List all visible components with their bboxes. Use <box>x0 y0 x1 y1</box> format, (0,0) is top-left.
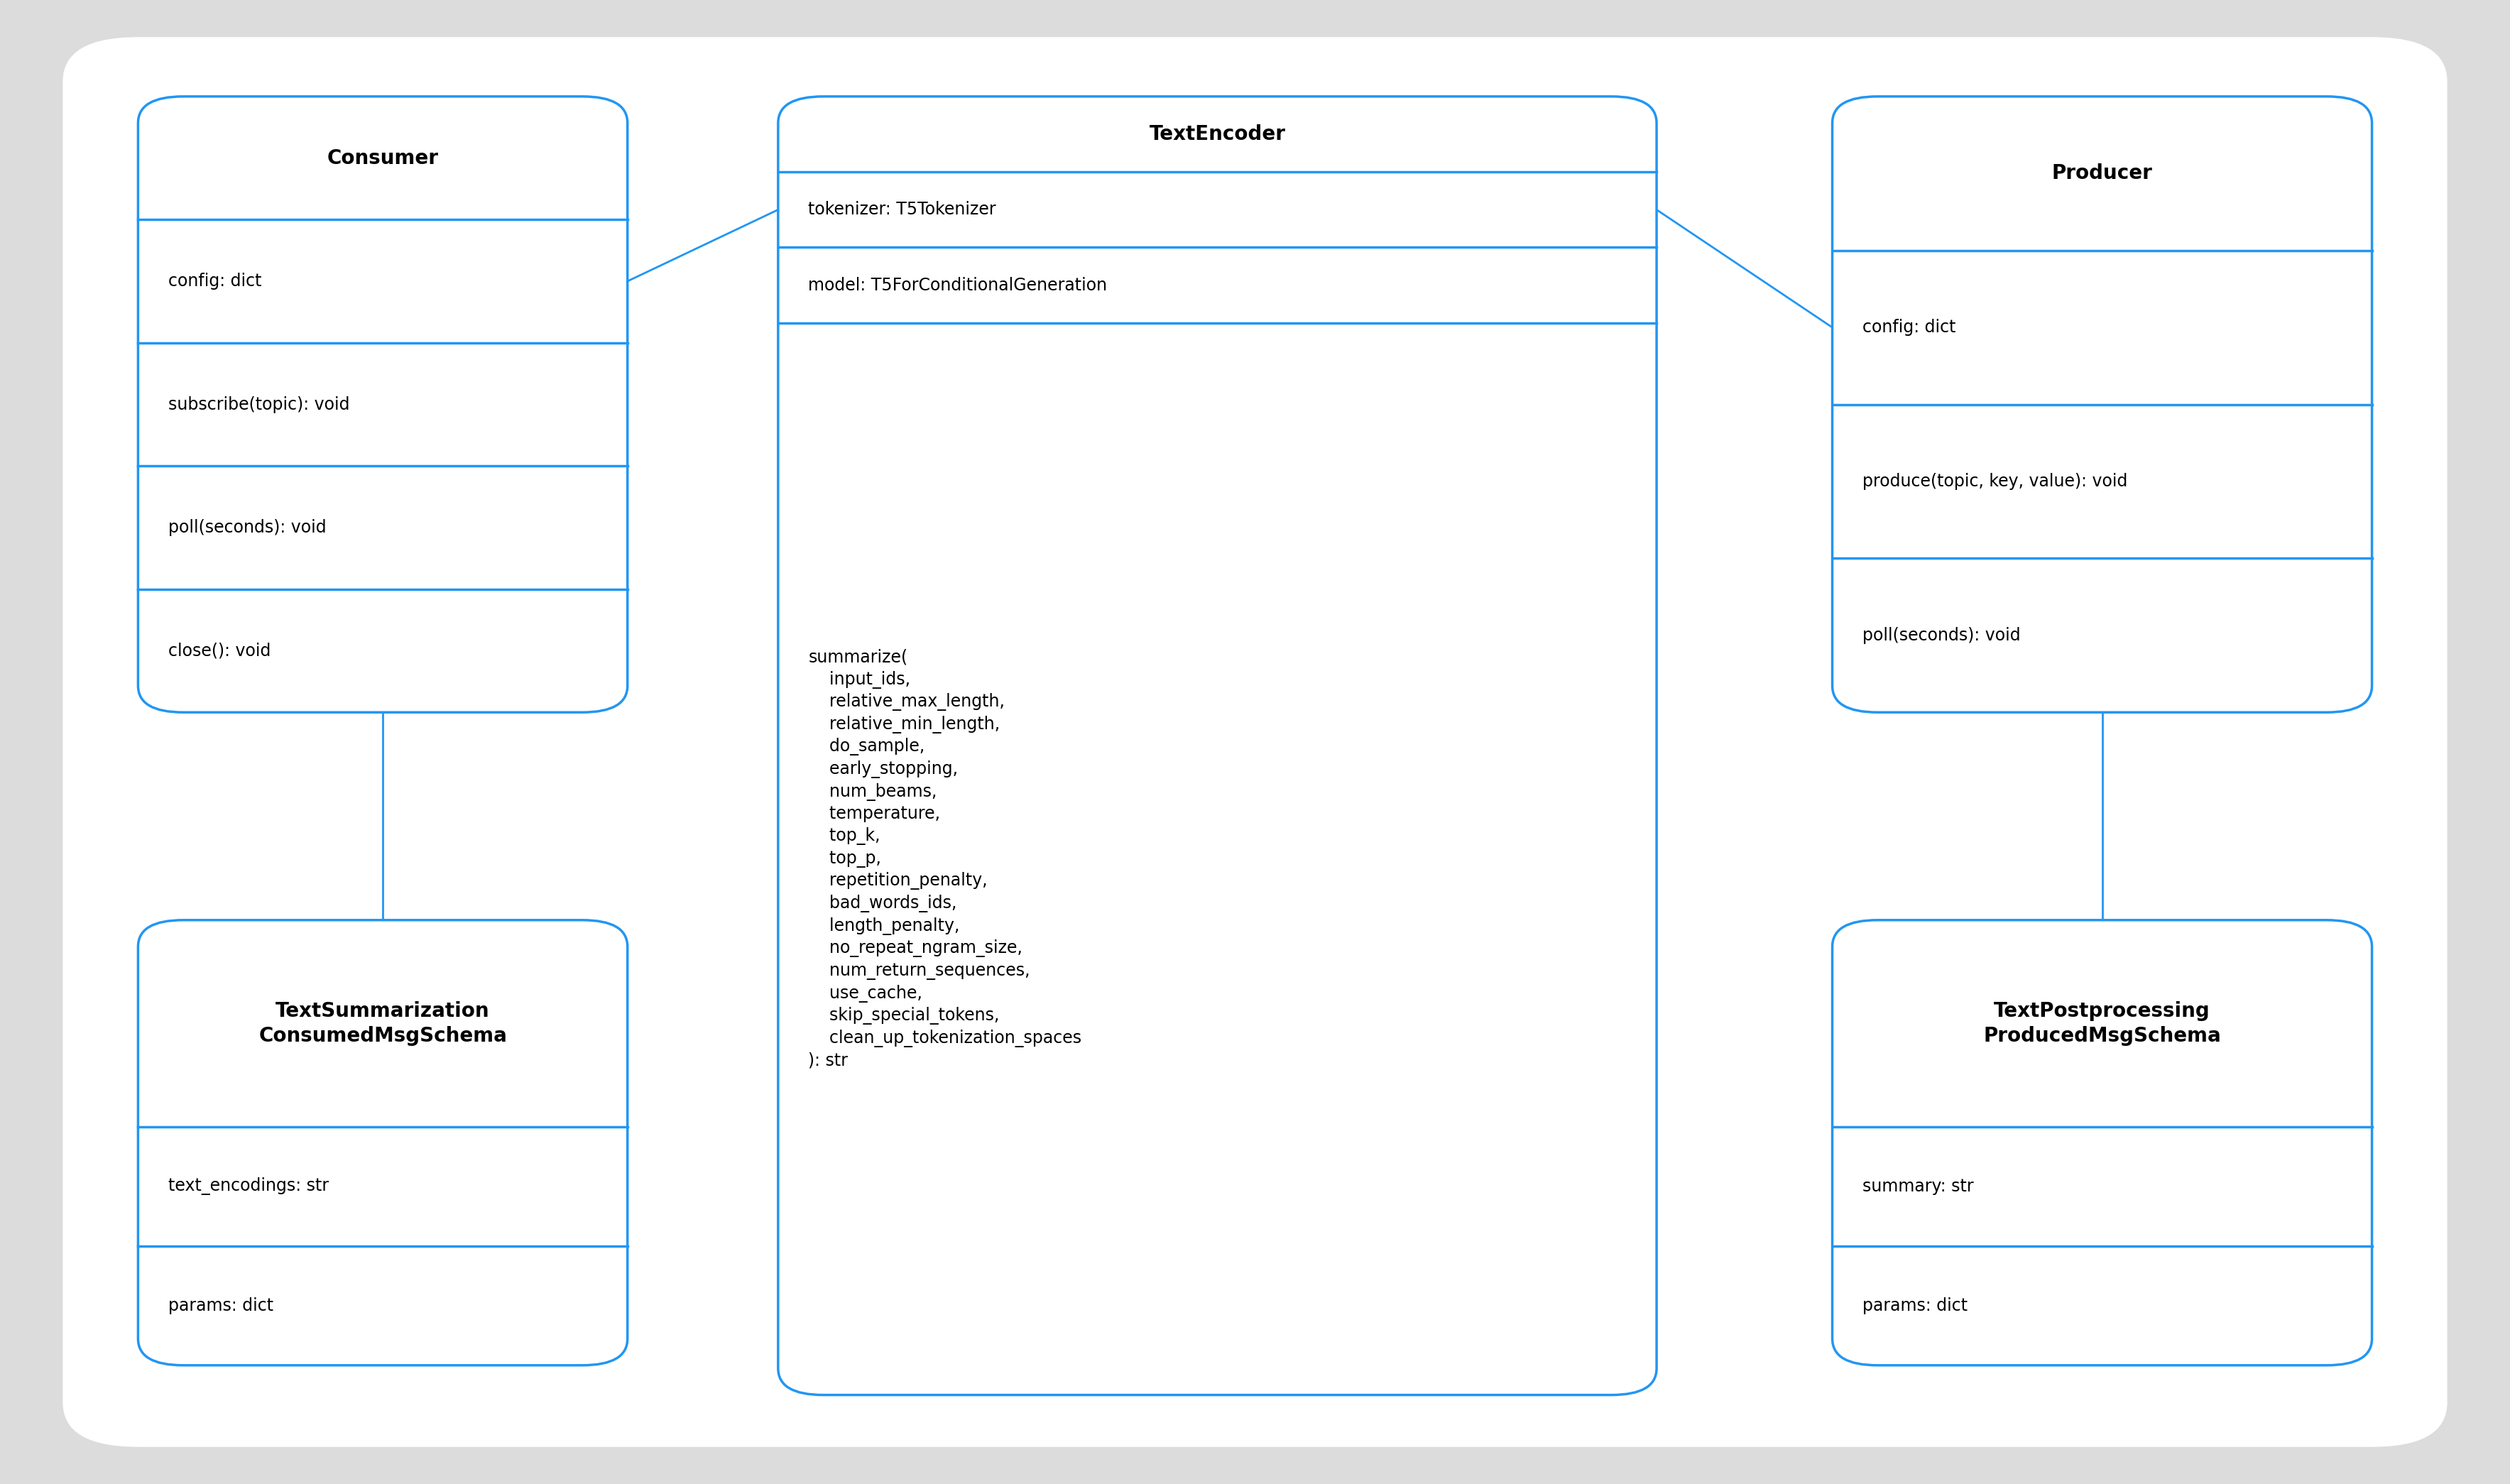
Text: subscribe(topic): void: subscribe(topic): void <box>168 396 349 413</box>
Text: TextSummarization
ConsumedMsgSchema: TextSummarization ConsumedMsgSchema <box>259 1002 507 1046</box>
Text: poll(seconds): void: poll(seconds): void <box>1862 626 2021 644</box>
Text: poll(seconds): void: poll(seconds): void <box>168 519 326 536</box>
Text: summarize(
    input_ids,
    relative_max_length,
    relative_min_length,
    : summarize( input_ids, relative_max_lengt… <box>808 649 1082 1068</box>
Text: produce(topic, key, value): void: produce(topic, key, value): void <box>1862 473 2128 490</box>
FancyBboxPatch shape <box>1832 96 2372 712</box>
Text: text_encodings: str: text_encodings: str <box>168 1177 329 1195</box>
Text: params: dict: params: dict <box>1862 1297 1968 1315</box>
Text: tokenizer: T5Tokenizer: tokenizer: T5Tokenizer <box>808 202 996 218</box>
Text: TextPostprocessing
ProducedMsgSchema: TextPostprocessing ProducedMsgSchema <box>1983 1002 2221 1046</box>
Text: Producer: Producer <box>2051 163 2154 184</box>
Text: params: dict: params: dict <box>168 1297 274 1315</box>
FancyBboxPatch shape <box>138 920 628 1365</box>
Text: config: dict: config: dict <box>1862 319 1955 335</box>
FancyBboxPatch shape <box>63 37 2447 1447</box>
Text: config: dict: config: dict <box>168 273 261 289</box>
Text: model: T5ForConditionalGeneration: model: T5ForConditionalGeneration <box>808 276 1107 294</box>
FancyBboxPatch shape <box>1832 920 2372 1365</box>
Text: close(): void: close(): void <box>168 643 271 659</box>
Text: TextEncoder: TextEncoder <box>1150 125 1285 144</box>
FancyBboxPatch shape <box>778 96 1657 1395</box>
Text: summary: str: summary: str <box>1862 1178 1973 1195</box>
Text: Consumer: Consumer <box>326 148 439 168</box>
FancyBboxPatch shape <box>138 96 628 712</box>
